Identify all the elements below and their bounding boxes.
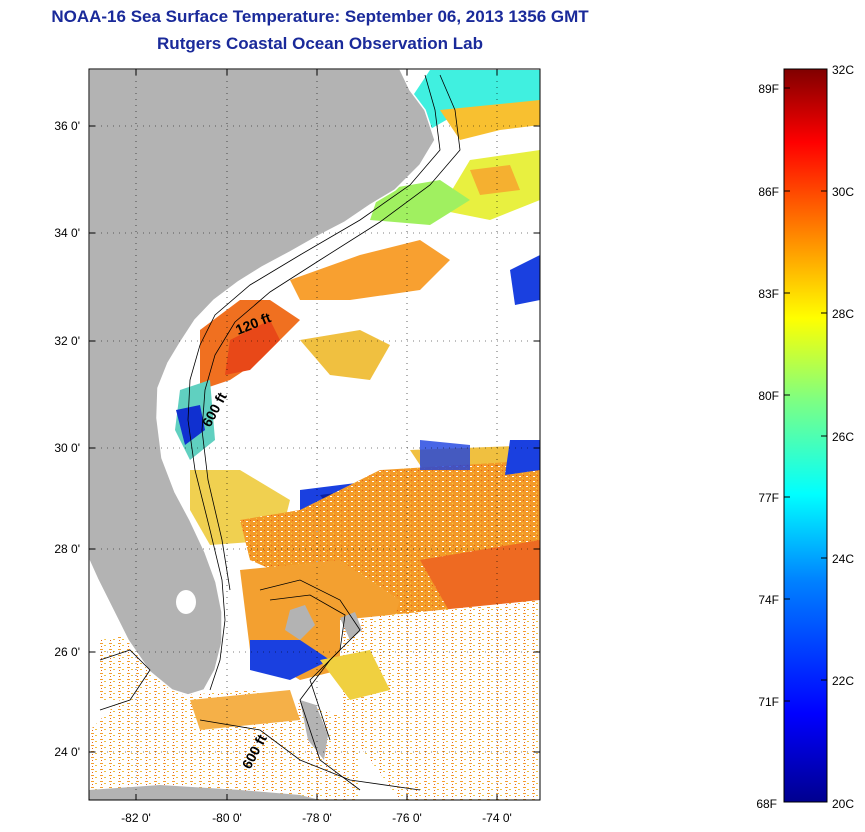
colorbar-f-label: 71F <box>758 695 779 709</box>
bahamas-island <box>300 700 328 760</box>
colorbar-f-label: 77F <box>758 491 779 505</box>
lake-okeechobee <box>176 590 196 614</box>
sst-map: 120 ft 600 ft 600 ft <box>89 69 540 800</box>
colorbar-c-label: 26C <box>832 430 854 444</box>
lon-label: -80 0' <box>212 811 242 825</box>
map-frame <box>88 68 541 801</box>
colorbar-c-label: 22C <box>832 674 854 688</box>
lat-label: 28 0' <box>54 542 80 556</box>
lat-label: 34 0' <box>54 226 80 240</box>
colorbar-f-label: 80F <box>758 389 779 403</box>
lat-label: 36 0' <box>54 119 80 133</box>
colorbar-c-label: 30C <box>832 185 854 199</box>
lat-label: 26 0' <box>54 645 80 659</box>
land-mass <box>89 69 436 696</box>
colorbar-c-label: 28C <box>832 307 854 321</box>
lat-label: 30 0' <box>54 441 80 455</box>
bahamas-island <box>285 605 315 640</box>
colorbar-gradient <box>783 68 828 803</box>
colorbar-f-label: 83F <box>758 287 779 301</box>
cuba-coast <box>89 785 320 800</box>
colorbar-f-label: 86F <box>758 185 779 199</box>
lon-label: -74 0' <box>482 811 512 825</box>
lat-label: 24 0' <box>54 745 80 759</box>
page-title: NOAA-16 Sea Surface Temperature: Septemb… <box>51 7 589 26</box>
axis-ticks <box>89 69 540 800</box>
colorbar-c-label: 20C <box>832 797 854 811</box>
colorbar-c-label: 24C <box>832 552 854 566</box>
colorbar-c-label: 32C <box>832 63 854 77</box>
page-subtitle: Rutgers Coastal Ocean Observation Lab <box>157 34 483 53</box>
lon-label: -78 0' <box>302 811 332 825</box>
lon-label: -82 0' <box>121 811 151 825</box>
sst-data-layer <box>90 70 540 800</box>
lat-label: 32 0' <box>54 334 80 348</box>
depth-contours <box>99 74 461 791</box>
lon-label: -76 0' <box>392 811 422 825</box>
colorbar: 89F 86F 83F 80F 77F 74F 71F 68F 32C 30C … <box>756 63 854 811</box>
colorbar-f-label: 68F <box>756 797 777 811</box>
colorbar-f-label: 74F <box>758 593 779 607</box>
colorbar-f-label: 89F <box>758 82 779 96</box>
